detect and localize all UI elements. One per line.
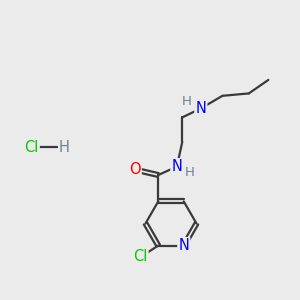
Text: N: N xyxy=(171,159,182,174)
Text: O: O xyxy=(129,162,141,177)
Text: H: H xyxy=(182,95,192,108)
Text: Cl: Cl xyxy=(24,140,39,154)
Text: H: H xyxy=(184,166,194,178)
Text: Cl: Cl xyxy=(133,249,147,264)
Text: H: H xyxy=(59,140,70,154)
Text: N: N xyxy=(195,101,206,116)
Text: N: N xyxy=(178,238,189,253)
